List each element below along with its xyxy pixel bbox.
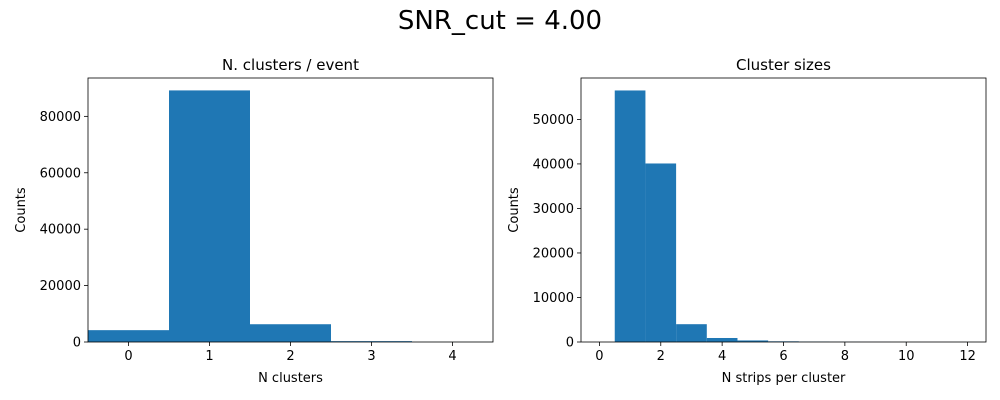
cluster-sizes-xtick-label-5: 10 bbox=[898, 349, 915, 364]
cluster-sizes-xtick-label-1: 2 bbox=[657, 349, 665, 364]
cluster-sizes-ytick-label-5: 50000 bbox=[533, 113, 574, 128]
cluster-sizes-xlabel: N strips per cluster bbox=[722, 371, 846, 386]
cluster-sizes-ytick-label-0: 0 bbox=[566, 336, 574, 351]
clusters-per-event-title: N. clusters / event bbox=[222, 56, 359, 74]
figure-suptitle: SNR_cut = 4.00 bbox=[398, 6, 602, 36]
clusters-per-event-xtick-label-4: 4 bbox=[448, 349, 456, 364]
clusters-per-event-ylabel: Counts bbox=[14, 187, 29, 233]
cluster-sizes-ylabel: Counts bbox=[507, 187, 522, 233]
clusters-per-event-ytick-label-3: 60000 bbox=[40, 166, 81, 181]
cluster-sizes-bar-1 bbox=[645, 163, 677, 342]
clusters-per-event-bar-1 bbox=[169, 90, 250, 343]
cluster-sizes-bar-2 bbox=[676, 324, 707, 342]
cluster-sizes-xtick-label-6: 12 bbox=[959, 349, 976, 364]
cluster-sizes-ytick-label-3: 30000 bbox=[533, 202, 574, 217]
clusters-per-event-axes-frame bbox=[87, 77, 494, 343]
clusters-per-event-bar-0 bbox=[88, 330, 169, 342]
clusters-per-event-bar-2 bbox=[250, 324, 331, 342]
cluster-sizes-bar-3 bbox=[706, 337, 738, 342]
cluster-sizes-xtick-label-3: 6 bbox=[779, 349, 787, 364]
clusters-per-event-ytick-label-0: 0 bbox=[73, 336, 81, 351]
clusters-per-event-xtick-label-1: 1 bbox=[205, 349, 213, 364]
histogram-clusters-per-event: 0 1 2 3 4 0 20000 40000 60000 80000 N. clusters / … bbox=[14, 56, 494, 386]
cluster-sizes-bar-4 bbox=[737, 340, 769, 342]
cluster-sizes-xtick-label-0: 0 bbox=[595, 349, 603, 364]
cluster-sizes-ytick-label-1: 10000 bbox=[533, 291, 574, 306]
clusters-per-event-ytick-label-1: 20000 bbox=[40, 279, 81, 294]
clusters-per-event-xtick-label-3: 3 bbox=[367, 349, 375, 364]
clusters-per-event-xtick-label-0: 0 bbox=[124, 349, 132, 364]
cluster-sizes-ytick-label-4: 40000 bbox=[533, 157, 574, 172]
cluster-sizes-xtick-label-4: 8 bbox=[841, 349, 849, 364]
clusters-per-event-ytick-label-2: 40000 bbox=[40, 223, 81, 238]
clusters-per-event-bar-3 bbox=[331, 341, 412, 342]
cluster-sizes-ytick-label-2: 20000 bbox=[533, 246, 574, 261]
clusters-per-event-ytick-label-4: 80000 bbox=[40, 110, 81, 125]
clusters-per-event-xlabel: N clusters bbox=[258, 371, 323, 386]
clusters-per-event-xtick-label-2: 2 bbox=[286, 349, 294, 364]
histogram-cluster-sizes: 0 2 4 6 8 10 12 0 10000 20000 30000 40000 50000 Clust… bbox=[507, 56, 987, 386]
cluster-sizes-title: Cluster sizes bbox=[736, 56, 831, 74]
cluster-sizes-bar-0 bbox=[614, 90, 646, 343]
cluster-sizes-xtick-label-2: 4 bbox=[718, 349, 726, 364]
